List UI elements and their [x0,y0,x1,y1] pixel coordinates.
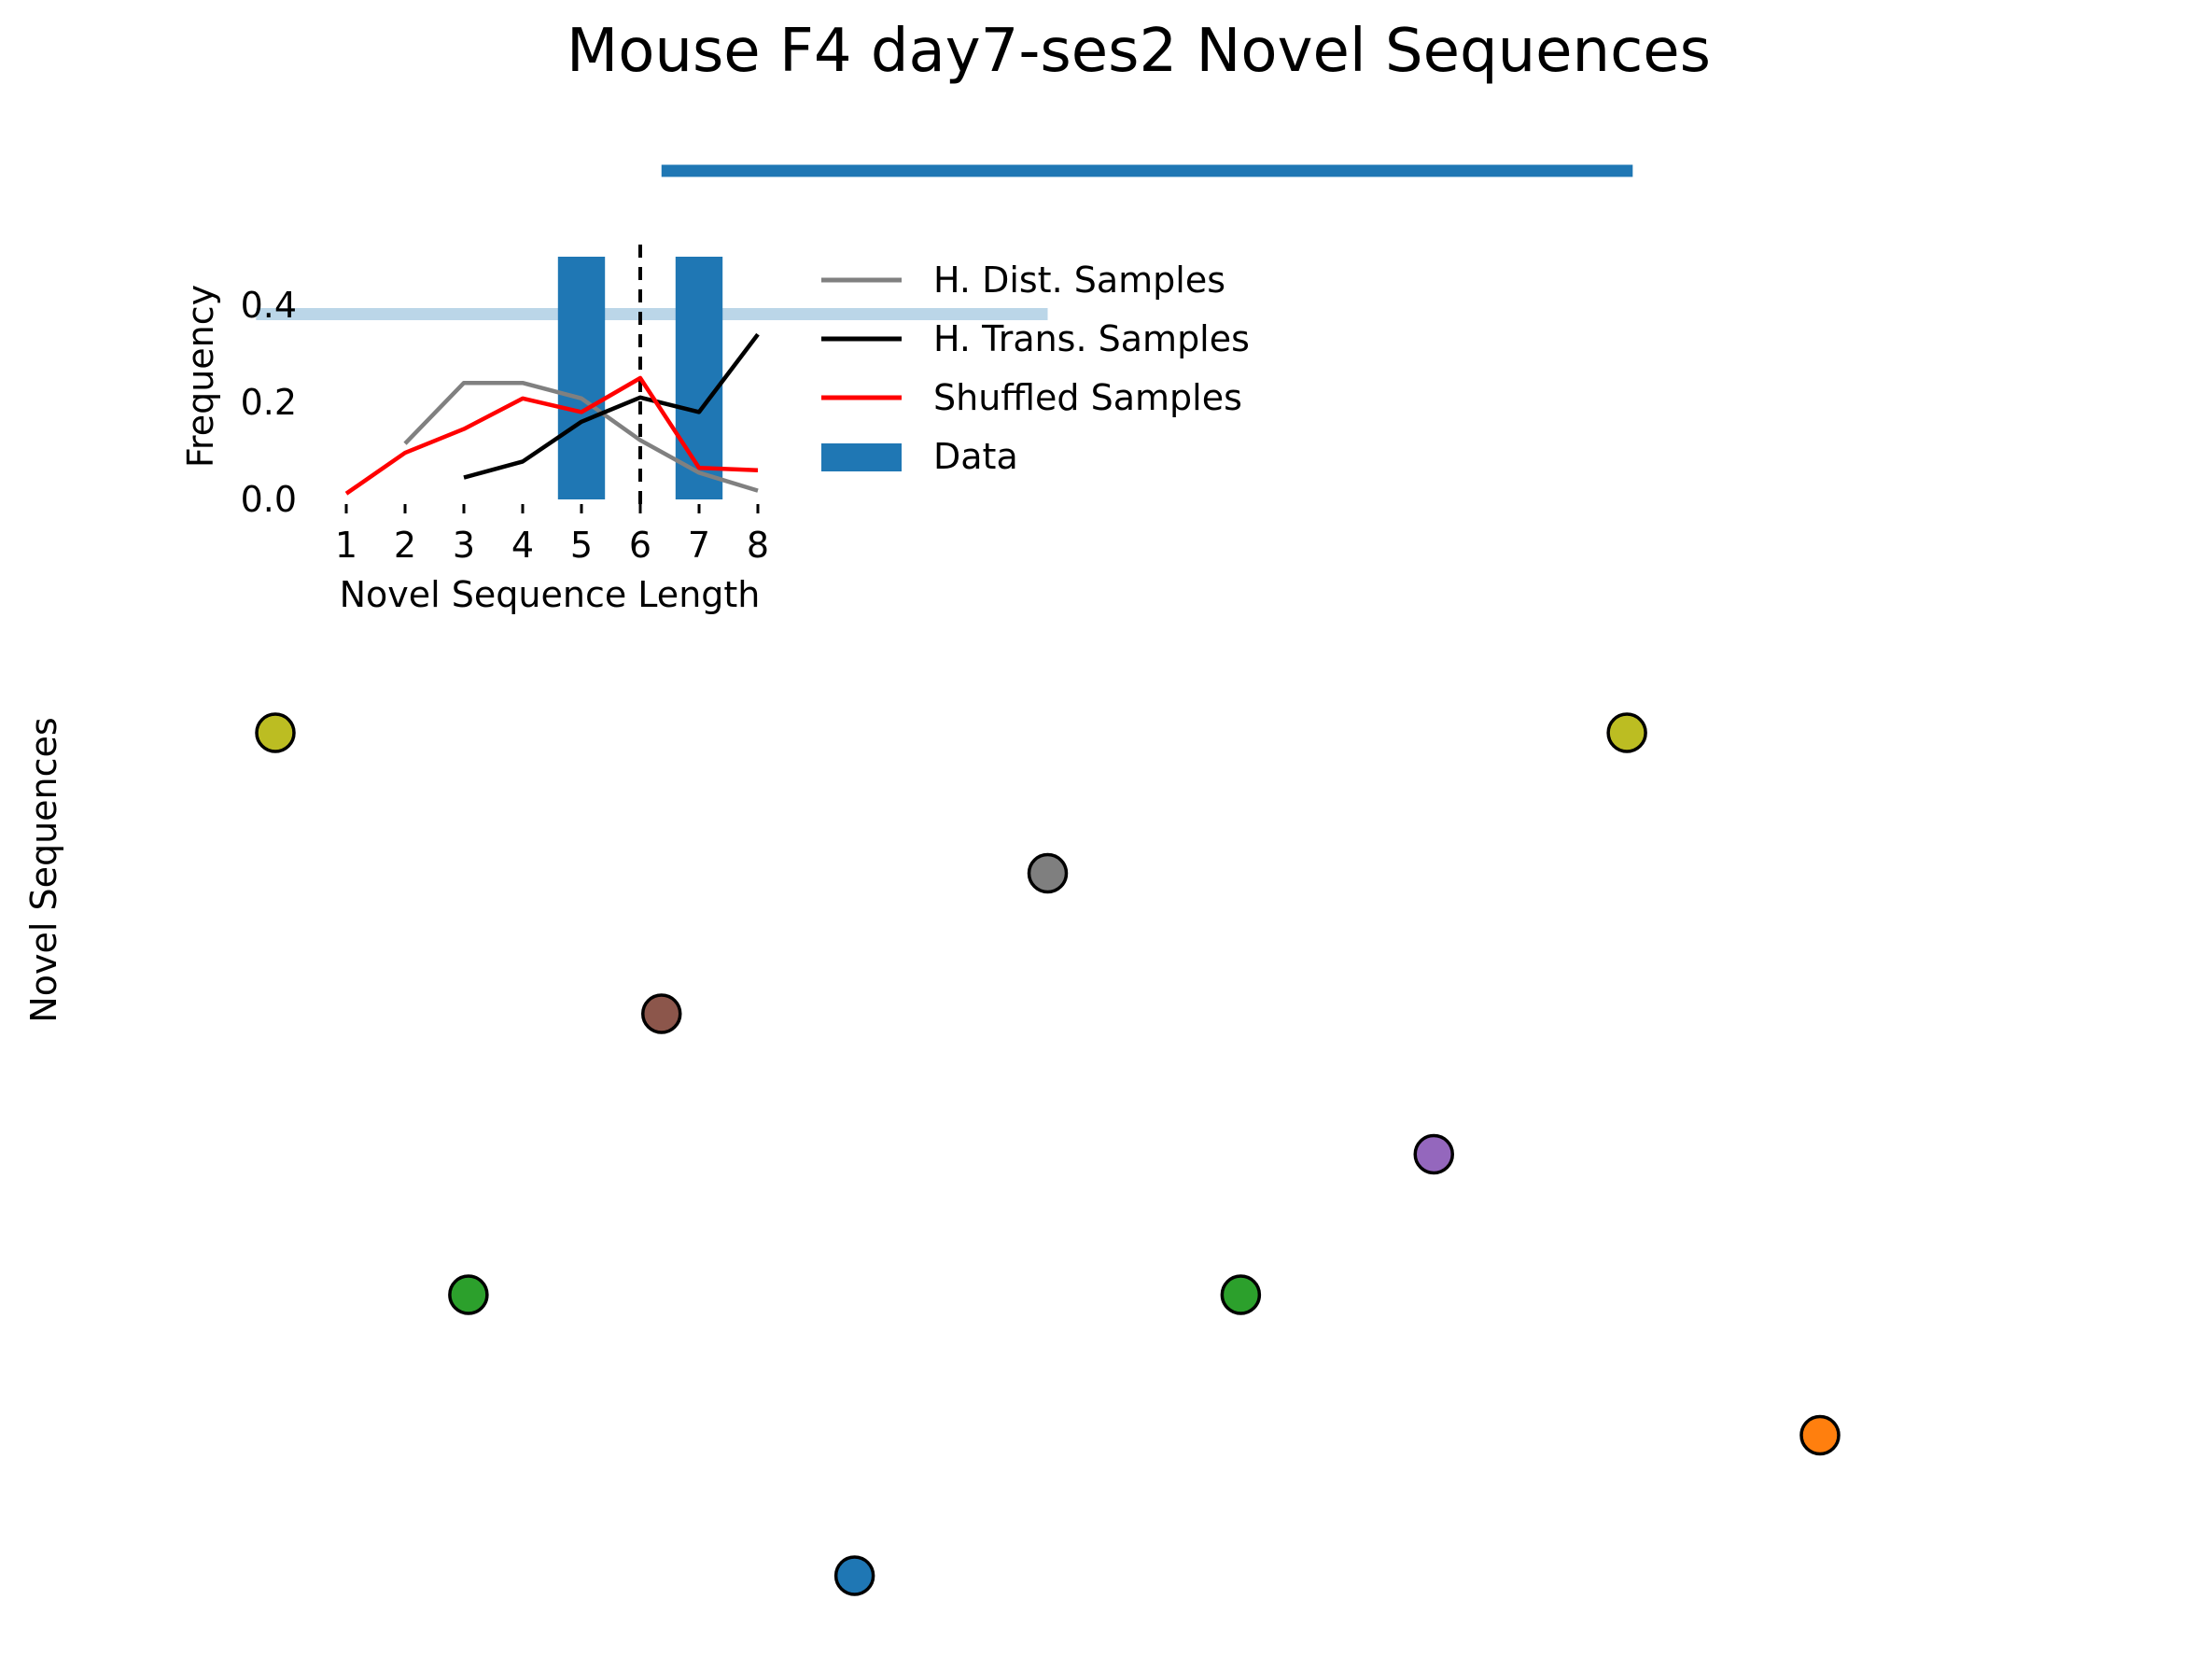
scatter-point-8 [1799,1414,1841,1456]
scatter-point-6 [1413,1133,1454,1175]
x-tick-label: 7 [688,525,710,566]
inset-series-lines [344,332,760,496]
legend-label-1: H. Trans. Samples [933,318,1250,359]
y-tick-label: 0.0 [241,479,297,520]
scatter-point-3 [833,1555,875,1596]
x-tick-label: 3 [453,525,475,566]
y-tick-label: 0.2 [241,382,297,423]
legend-label-0: H. Dist. Samples [933,260,1225,301]
y-tick-label: 0.4 [241,285,297,326]
inset-data-bars [557,257,723,499]
scatter-point-0 [255,712,296,753]
scatter-point-2 [641,993,682,1034]
x-tick-label: 8 [747,525,769,566]
timeline-bars [256,164,1633,321]
chart-title: Mouse F4 day7-ses2 Novel Sequences [567,17,1711,86]
scatter-points [255,712,1841,1596]
x-tick-label: 5 [570,525,593,566]
legend: H. Dist. Samples H. Trans. Samples Shuffle… [821,260,1250,477]
inset-y-axis-label: Frequency [180,285,221,468]
scatter-point-5 [1220,1274,1262,1315]
series-line-1 [463,332,760,480]
x-tick-label: 1 [335,525,357,566]
series-line-2 [344,375,759,496]
x-tick-label: 2 [394,525,416,566]
data-bar-5 [557,257,606,499]
legend-label-2: Shuffled Samples [933,377,1242,418]
main-y-axis-label: Novel Sequences [23,717,64,1022]
inset-x-axis-label: Novel Sequence Length [340,574,761,615]
data-bar-7 [675,257,723,499]
legend-swatch-3 [821,443,902,471]
scatter-point-1 [448,1274,489,1315]
inset-y-ticks: 0.0 0.2 0.4 [241,285,297,520]
scatter-point-4 [1027,852,1069,894]
scatter-point-7 [1606,712,1647,753]
x-tick-label: 6 [629,525,651,566]
x-tick-label: 4 [511,525,534,566]
legend-label-3: Data [933,436,1018,477]
series-line-0 [403,380,759,493]
